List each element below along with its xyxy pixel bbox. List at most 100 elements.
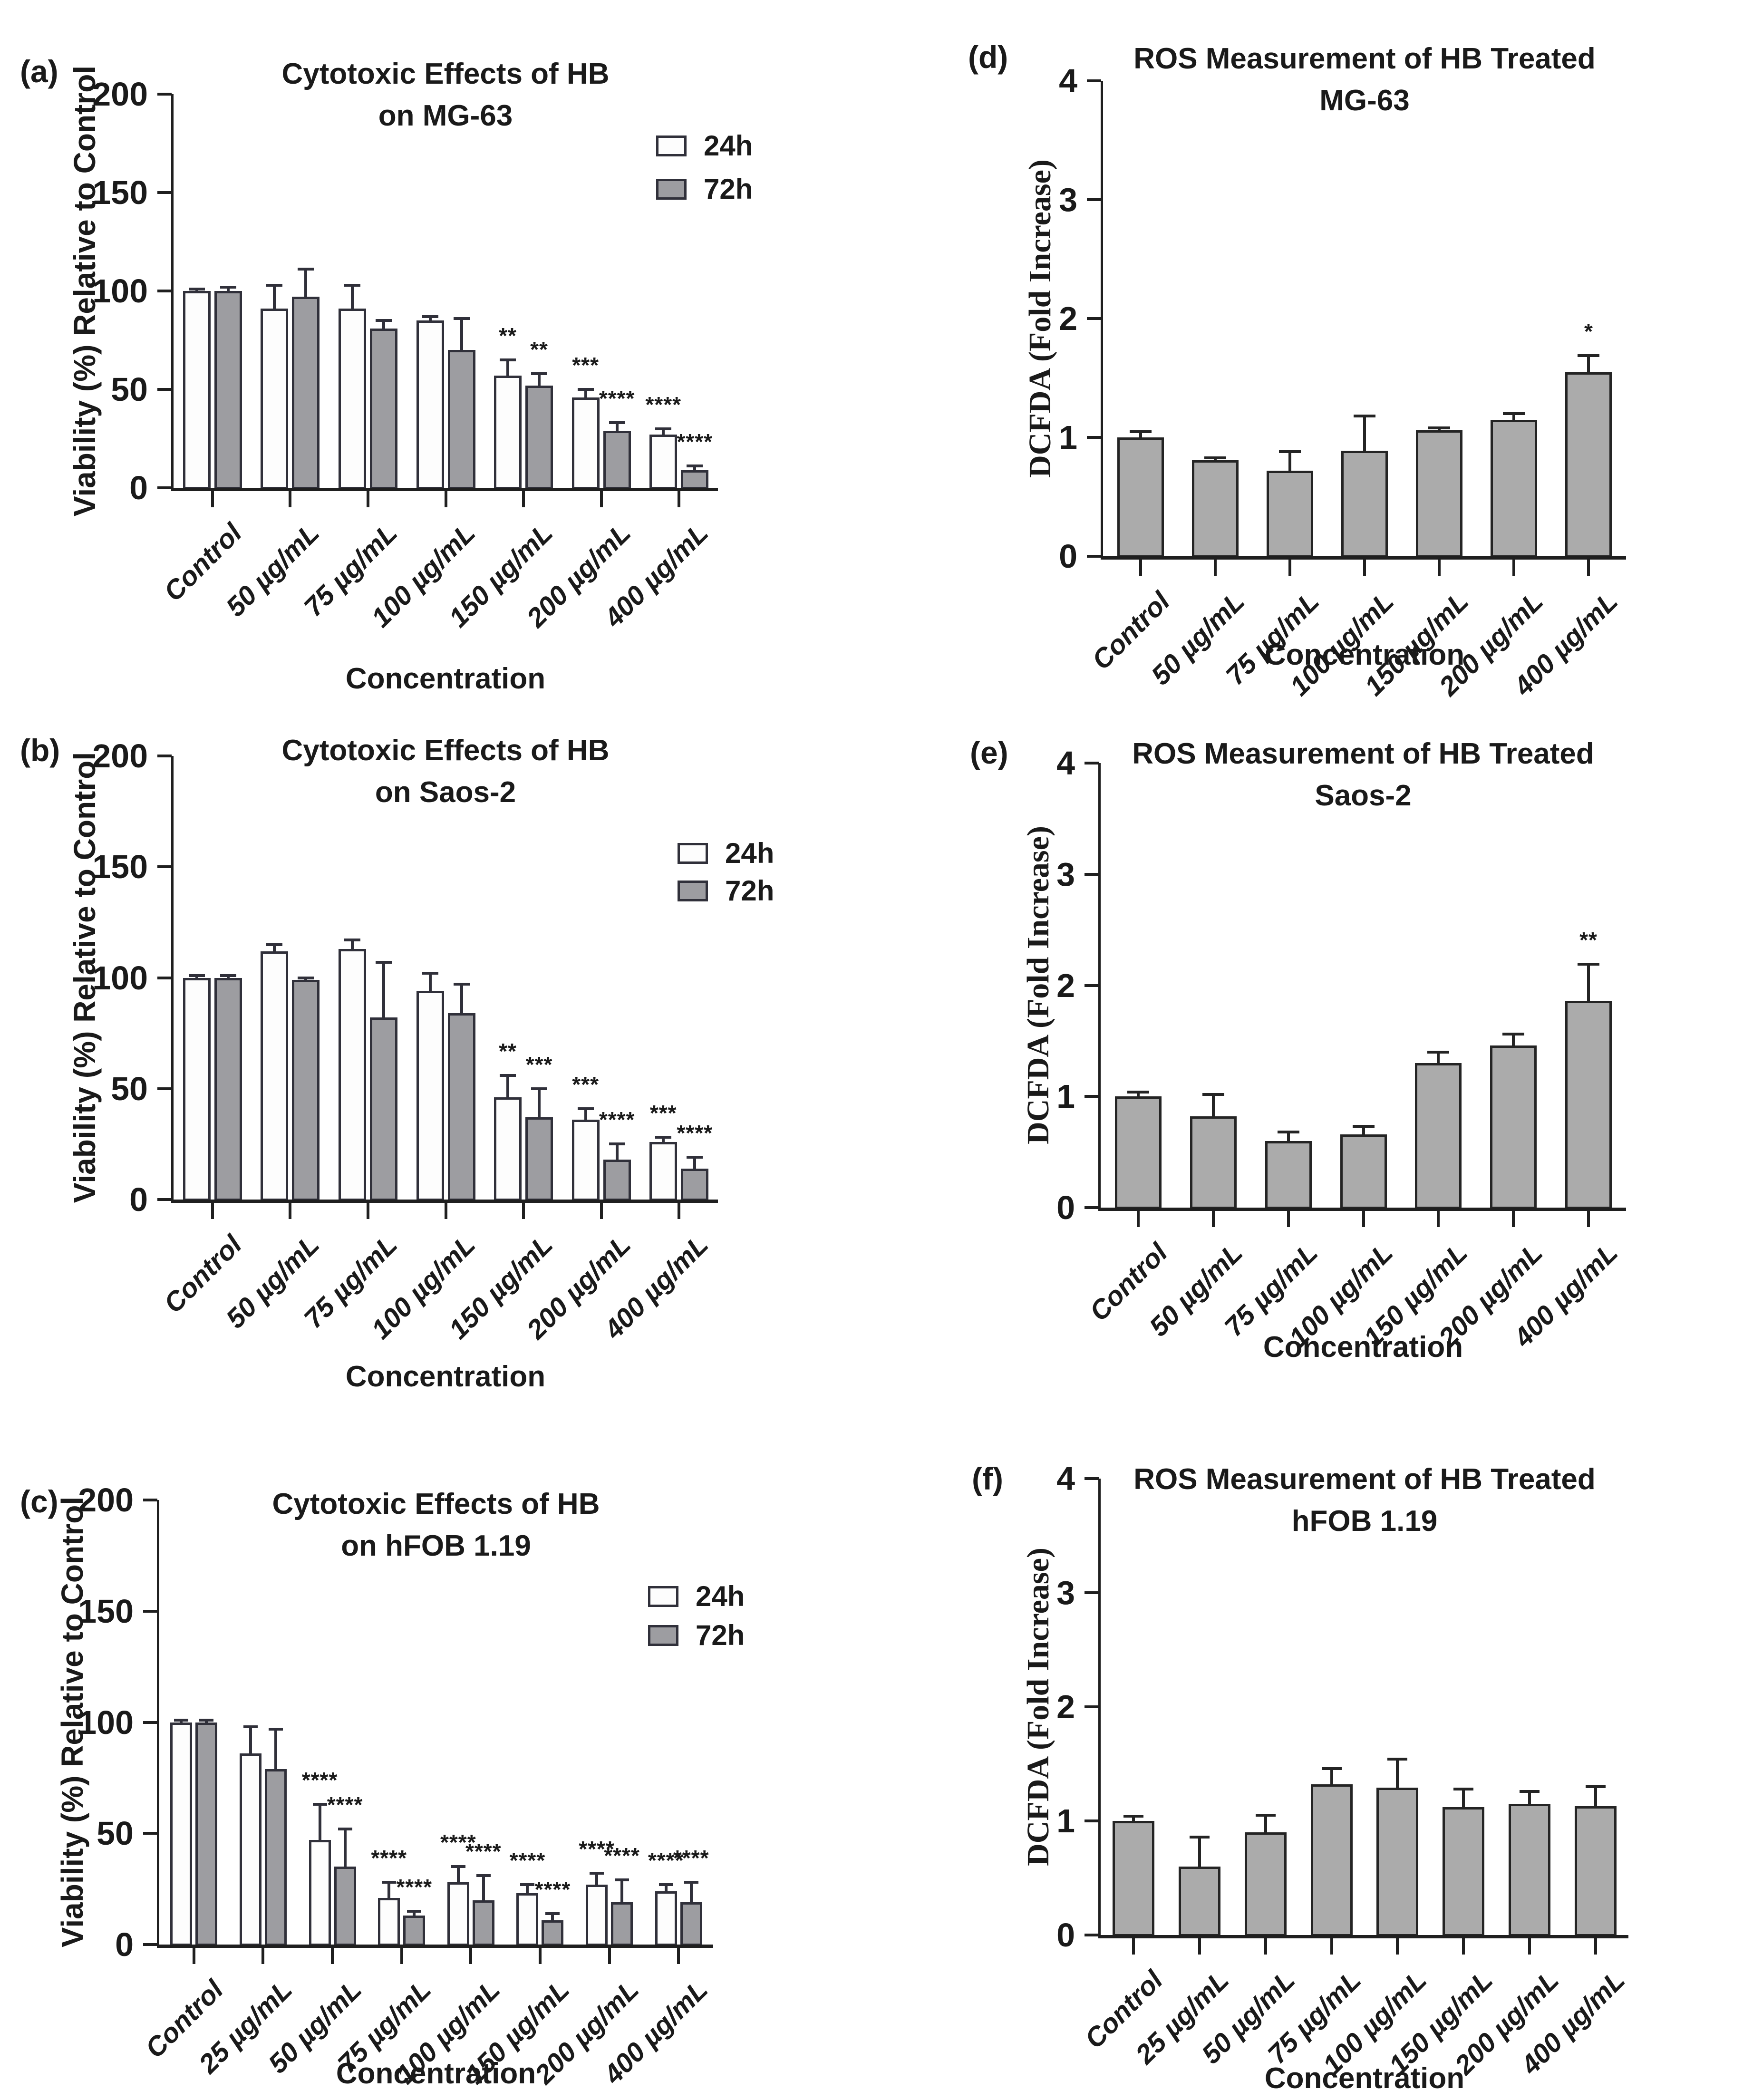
x-category-label: 25 µg/mL: [193, 1974, 299, 2080]
error-bar-stem: [1264, 1815, 1267, 1833]
x-tick: [1438, 560, 1441, 576]
error-bar-cap: [268, 1727, 283, 1731]
x-category-label: 75 µg/mL: [331, 1974, 437, 2080]
error-bar-cap: [1123, 1815, 1144, 1818]
chart-title: Cytotoxic Effects of HB on hFOB 1.19: [272, 1483, 600, 1567]
error-bar-stem: [662, 428, 665, 436]
bar-72h: [681, 470, 709, 489]
bar-72h: [403, 1916, 426, 1946]
bar-24h: [494, 376, 522, 489]
error-bar-cap: [344, 283, 360, 287]
x-tick: [289, 491, 292, 507]
x-axis-label: Concentration: [1264, 2062, 1465, 2095]
x-category-label: Control: [1085, 586, 1176, 676]
y-tick: [143, 1609, 157, 1613]
error-bar-cap: [687, 1156, 703, 1159]
error-bar-stem: [551, 1913, 554, 1921]
chart-title-line: MG-63: [1319, 84, 1410, 117]
x-tick: [1288, 560, 1291, 576]
error-bar-stem: [595, 1873, 599, 1886]
legend-label: 72h: [725, 875, 775, 907]
y-tick: [157, 191, 172, 194]
y-tick: [1087, 317, 1101, 320]
error-bar-cap: [500, 358, 516, 361]
x-axis-label: Concentration: [345, 1360, 546, 1393]
error-bar-cap: [174, 1718, 189, 1722]
x-tick: [678, 1203, 681, 1219]
error-bar-cap: [1427, 1050, 1450, 1054]
y-axis-label: Viability (%) Relative to Control: [55, 1496, 89, 1948]
error-bar-stem: [1438, 428, 1441, 431]
error-bar-cap: [344, 939, 360, 942]
error-bar-stem: [620, 1880, 624, 1904]
bar-72h: [264, 1769, 287, 1946]
significance-stars: ****: [677, 1121, 713, 1146]
x-category-label: Control: [1084, 1237, 1173, 1327]
x-tick: [608, 1948, 611, 1964]
error-bar-stem: [180, 1720, 183, 1723]
x-tick: [1213, 560, 1217, 576]
x-tick: [331, 1948, 334, 1964]
x-category-label: 50 µg/mL: [262, 1974, 368, 2080]
x-category-label: 200 µg/mL: [1433, 586, 1549, 702]
x-category-label: 200 µg/mL: [1433, 1237, 1549, 1353]
error-bar-cap: [577, 388, 594, 391]
y-tick-label: 3: [1059, 181, 1077, 218]
x-category-label: 100 µg/mL: [365, 517, 481, 633]
bar-24h: [170, 1722, 193, 1946]
error-bar-cap: [382, 1881, 397, 1884]
bar-72h: [447, 350, 475, 489]
x-tick: [1132, 1938, 1135, 1955]
x-category-label: 25 µg/mL: [1130, 1965, 1235, 2070]
error-bar-stem: [1594, 1787, 1597, 1807]
error-bar-stem: [615, 423, 619, 432]
y-tick-label: 3: [1056, 1574, 1075, 1611]
x-category-label: 75 µg/mL: [298, 517, 403, 623]
x-axis-label: Concentration: [1263, 1331, 1463, 1364]
x-tick: [444, 1203, 447, 1219]
y-tick-label: 2: [1056, 1688, 1075, 1725]
bar-72h: [611, 1902, 633, 1946]
error-bar-stem: [350, 940, 354, 950]
y-tick-label: 50: [111, 371, 148, 408]
bar-dcfda: [1491, 419, 1538, 558]
x-category-label: 200 µg/mL: [521, 517, 637, 633]
y-tick: [157, 486, 172, 489]
error-bar-cap: [684, 1881, 698, 1884]
y-tick-label: 100: [92, 272, 148, 310]
bar-24h: [447, 1882, 469, 1946]
y-tick-label: 2: [1059, 300, 1077, 337]
bar-24h: [571, 397, 600, 489]
x-tick: [469, 1948, 473, 1964]
bar-72h: [681, 1168, 709, 1201]
x-tick: [211, 491, 214, 507]
x-tick: [1462, 1938, 1465, 1955]
significance-stars: ****: [677, 429, 713, 455]
chart-title-line: Cytotoxic Effects of HB: [281, 734, 610, 767]
error-bar-cap: [531, 1087, 548, 1090]
error-bar-stem: [693, 1157, 697, 1170]
x-category-label: 75 µg/mL: [298, 1229, 403, 1335]
x-tick: [1139, 560, 1142, 576]
error-bar-cap: [453, 983, 470, 986]
bar-24h: [338, 309, 366, 489]
bar-dcfda: [1574, 1806, 1617, 1936]
error-bar-cap: [298, 976, 314, 979]
y-axis-line: [157, 1500, 159, 1948]
error-bar-stem: [195, 975, 198, 979]
significance-stars: ****: [465, 1839, 502, 1864]
x-category-label: 400 µg/mL: [1508, 1237, 1624, 1353]
error-bar-stem: [460, 318, 463, 351]
chart-title: Cytotoxic Effects of HB on Saos-2: [282, 730, 610, 813]
y-tick-label: 100: [92, 959, 148, 997]
y-tick: [1085, 984, 1099, 987]
error-bar-cap: [1578, 963, 1600, 966]
x-category-label: 400 µg/mL: [1515, 1965, 1631, 2081]
x-tick: [1363, 560, 1366, 576]
legend-item: 72h: [656, 173, 753, 205]
error-bar-cap: [338, 1827, 352, 1830]
significance-stars: ****: [534, 1877, 571, 1902]
